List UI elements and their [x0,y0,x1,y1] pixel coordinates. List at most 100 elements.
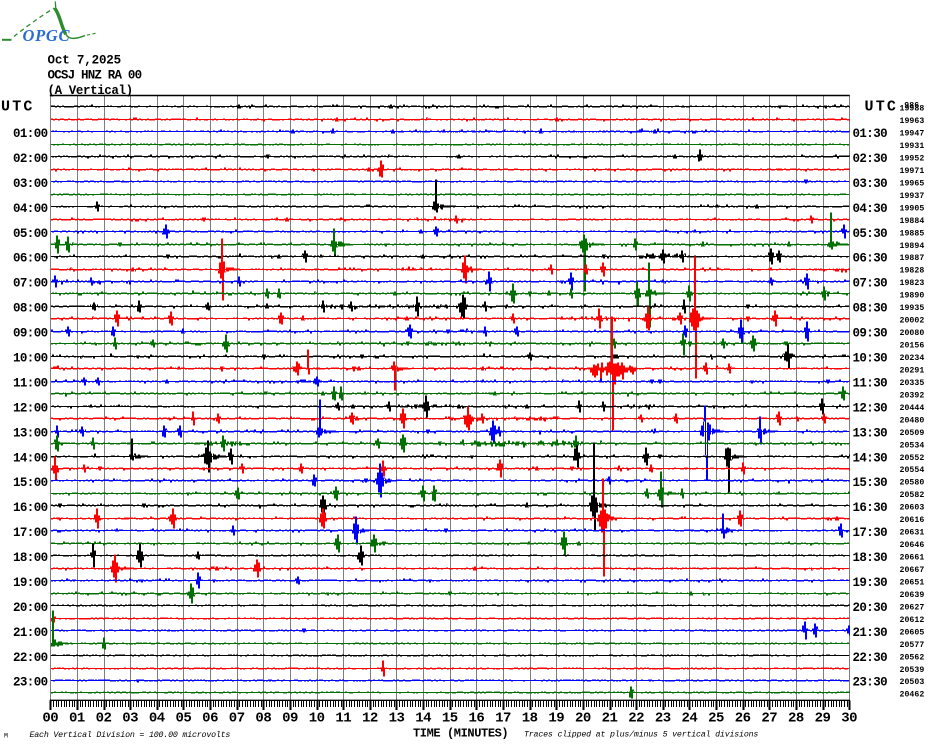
svg-text:14:00: 14:00 [13,451,48,465]
svg-text:20291: 20291 [900,366,925,375]
svg-text:23:00: 23:00 [13,676,48,690]
svg-text:06: 06 [202,711,218,727]
svg-text:16:30: 16:30 [853,501,888,515]
svg-text:19:00: 19:00 [13,576,48,590]
svg-text:02:30: 02:30 [853,152,888,166]
svg-text:22:00: 22:00 [13,651,48,665]
svg-text:10:30: 10:30 [853,352,888,366]
svg-text:00: 00 [42,711,58,727]
svg-text:05:30: 05:30 [853,227,888,241]
svg-text:20480: 20480 [900,416,925,425]
svg-text:27: 27 [761,711,777,727]
svg-text:19:30: 19:30 [853,576,888,590]
svg-text:UTC: UTC [1,99,35,116]
svg-text:09: 09 [282,711,298,727]
svg-text:20667: 20667 [900,566,925,575]
svg-text:20631: 20631 [900,529,925,538]
svg-text:17:00: 17:00 [13,526,48,540]
svg-text:19885: 19885 [900,229,925,238]
svg-text:07:00: 07:00 [13,277,48,291]
svg-text:20580: 20580 [900,479,925,488]
svg-text:25: 25 [708,711,724,727]
svg-text:20552: 20552 [900,454,925,463]
svg-text:19971: 19971 [900,167,925,176]
svg-text:15: 15 [442,711,458,727]
svg-text:18:30: 18:30 [853,551,888,565]
svg-text:19965: 19965 [900,179,925,188]
svg-text:19963: 19963 [900,117,925,126]
svg-text:03: 03 [122,711,138,727]
svg-text:20639: 20639 [900,591,925,600]
svg-text:28: 28 [788,711,804,727]
svg-text:Oct 7,2025: Oct 7,2025 [48,54,122,68]
svg-text:09:00: 09:00 [13,327,48,341]
svg-text:02:00: 02:00 [13,152,48,166]
svg-text:19823: 19823 [900,279,925,288]
svg-text:20605: 20605 [900,628,925,637]
svg-text:24: 24 [682,711,698,727]
svg-text:17: 17 [495,711,511,727]
svg-text:20444: 20444 [900,404,925,413]
svg-text:05:00: 05:00 [13,227,48,241]
svg-text:20503: 20503 [900,678,925,687]
svg-text:10: 10 [309,711,325,727]
svg-text:03:30: 03:30 [853,177,888,191]
svg-text:19894: 19894 [900,242,925,251]
svg-text:06:00: 06:00 [13,252,48,266]
svg-text:20: 20 [575,711,591,727]
svg-text:12:30: 12:30 [853,401,888,415]
svg-text:20539: 20539 [900,666,925,675]
svg-text:UTC: UTC [865,99,899,116]
svg-text:08: 08 [255,711,271,727]
svg-text:15:30: 15:30 [853,476,888,490]
svg-text:20577: 20577 [900,641,925,650]
svg-text:20616: 20616 [900,516,925,525]
svg-text:20612: 20612 [900,616,925,625]
svg-text:19947: 19947 [900,130,925,139]
svg-text:20080: 20080 [900,329,925,338]
svg-text:26: 26 [735,711,751,727]
svg-text:TIME (MINUTES): TIME (MINUTES) [413,727,508,741]
svg-text:20:30: 20:30 [853,601,888,615]
svg-text:14: 14 [415,711,431,727]
svg-text:Each Vertical Division = 100.: Each Vertical Division = 100.00 microvol… [30,730,231,740]
svg-text:10:00: 10:00 [13,352,48,366]
svg-text:02: 02 [96,711,112,727]
svg-text:M: M [4,733,8,740]
svg-text:04:30: 04:30 [853,202,888,216]
svg-text:20554: 20554 [900,466,925,475]
svg-text:21:30: 21:30 [853,626,888,640]
svg-text:17:30: 17:30 [853,526,888,540]
svg-text:16:00: 16:00 [13,501,48,515]
svg-text:19890: 19890 [900,292,925,301]
svg-text:986: 986 [904,102,919,111]
svg-text:20627: 20627 [900,603,925,612]
svg-text:13: 13 [389,711,405,727]
svg-text:07:30: 07:30 [853,277,888,291]
svg-text:06:30: 06:30 [853,252,888,266]
svg-text:01:00: 01:00 [13,127,48,141]
svg-text:19937: 19937 [900,192,925,201]
svg-text:11:30: 11:30 [853,376,888,390]
svg-text:OPGC: OPGC [23,26,71,45]
svg-text:14:30: 14:30 [853,451,888,465]
svg-text:29: 29 [815,711,831,727]
svg-text:30: 30 [841,711,857,727]
svg-text:19887: 19887 [900,254,925,263]
svg-text:09:30: 09:30 [853,327,888,341]
svg-text:18: 18 [522,711,538,727]
svg-text:13:30: 13:30 [853,426,888,440]
svg-text:19988: 19988 [900,105,925,114]
svg-text:18:00: 18:00 [13,551,48,565]
svg-text:08:30: 08:30 [853,302,888,316]
svg-text:20234: 20234 [900,354,925,363]
svg-text:20582: 20582 [900,491,925,500]
svg-text:20562: 20562 [900,653,925,662]
svg-text:20509: 20509 [900,429,925,438]
svg-text:20002: 20002 [900,317,925,326]
svg-text:08:00: 08:00 [13,302,48,316]
svg-text:22: 22 [628,711,644,727]
svg-text:04: 04 [149,711,165,727]
svg-text:20534: 20534 [900,441,925,450]
svg-text:21:00: 21:00 [13,626,48,640]
